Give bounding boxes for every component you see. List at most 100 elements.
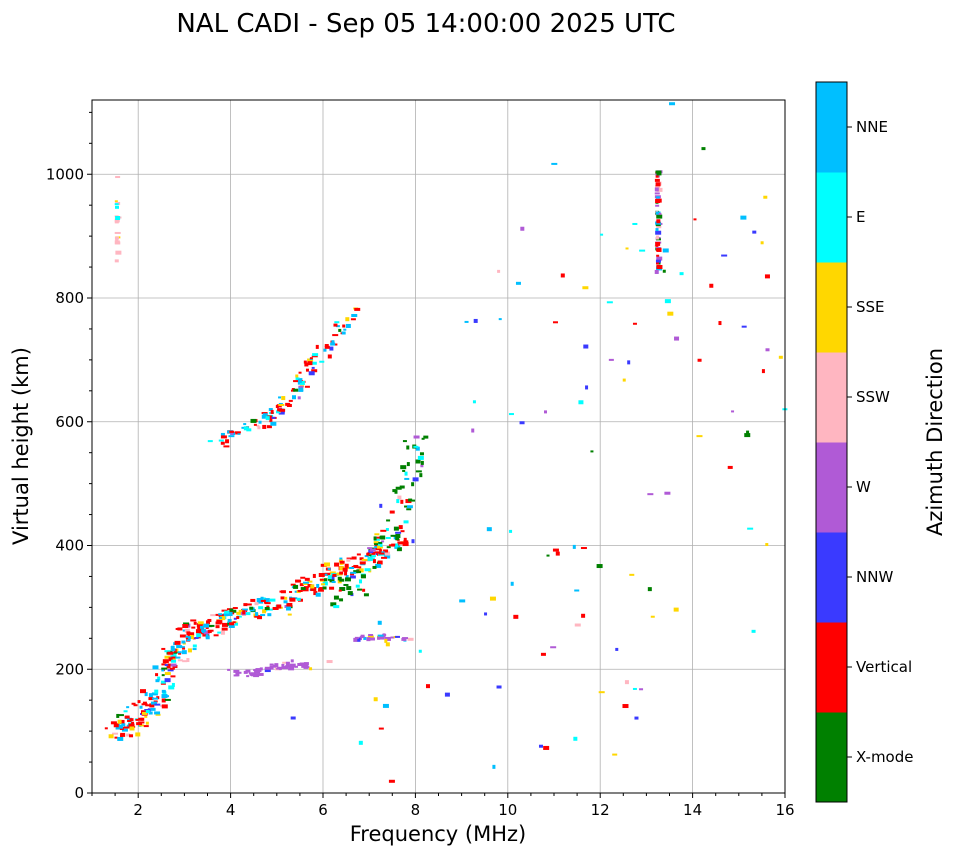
data-point [121,723,126,727]
data-point [404,471,408,476]
data-point [233,674,239,677]
data-point [322,581,328,586]
data-point [264,602,271,605]
data-point [142,711,148,715]
data-point [199,625,204,629]
data-point [131,702,136,705]
colorbar-label: W [856,478,871,496]
data-point [373,541,379,545]
data-point [395,486,402,490]
colorbar-segment [816,712,847,803]
data-point [186,658,190,663]
data-point [346,558,351,562]
data-point [338,589,342,592]
data-point [377,542,383,547]
data-point [378,541,383,544]
data-point [182,642,186,645]
data-point [369,548,376,552]
data-point [144,715,148,718]
data-point [258,606,264,610]
data-point [127,719,132,722]
data-point [150,701,157,705]
data-point [379,636,385,640]
data-point [515,281,521,285]
colorbar-segment [816,262,847,353]
data-point [235,672,240,677]
data-point [763,195,768,199]
data-point [108,734,114,739]
y-tick-label: 600 [55,413,84,431]
data-point [196,623,203,628]
data-point [271,416,276,419]
data-point [489,596,496,601]
data-point [654,192,660,195]
data-point [114,259,119,263]
data-point [358,740,363,745]
data-point [174,640,181,645]
y-axis-label: Virtual height (km) [9,347,33,545]
data-point [299,662,305,665]
data-point [170,675,176,678]
data-point [261,414,266,419]
data-point [277,408,283,412]
data-point [367,556,373,561]
data-point [420,464,424,468]
data-point [596,564,603,569]
data-point [175,648,179,653]
data-point [344,563,349,568]
data-point [379,549,383,553]
data-point [664,491,671,495]
data-point [155,673,159,677]
data-point [243,426,249,431]
data-point [207,440,213,443]
data-point [295,377,300,381]
data-point [333,595,339,600]
data-point [119,724,124,729]
data-point [145,709,150,713]
data-point [385,642,390,647]
data-point [655,241,661,246]
data-point [167,669,174,672]
data-point [580,547,587,550]
data-point [385,528,389,532]
data-point [552,548,559,552]
data-point [217,631,222,634]
data-point [238,609,244,612]
data-point [121,728,128,732]
data-point [288,399,293,402]
data-point [228,435,235,438]
data-point [372,565,377,569]
data-point [206,620,211,625]
data-point [342,567,348,572]
data-point [656,187,663,192]
data-point [655,170,662,174]
data-point [520,226,525,231]
data-point [550,646,557,649]
data-point [701,147,706,151]
data-point [170,663,177,667]
data-points [104,102,788,783]
data-point [555,551,560,556]
data-point [264,668,271,673]
data-point [215,613,221,616]
data-point [148,711,153,715]
data-point [760,241,764,245]
colorbar-frame [815,81,848,803]
data-point [307,361,313,366]
data-point [374,546,380,549]
data-point [278,412,285,415]
data-point [192,644,197,648]
data-point [492,764,496,769]
data-point [229,622,235,626]
data-point [546,554,550,557]
data-point [179,646,185,649]
data-point [420,460,424,465]
data-point [164,664,169,667]
colorbar-segment [816,442,847,533]
data-point [319,578,326,581]
data-point [154,703,161,706]
data-point [664,299,671,304]
data-point [161,698,166,703]
data-point [288,666,295,671]
data-point [367,547,373,550]
